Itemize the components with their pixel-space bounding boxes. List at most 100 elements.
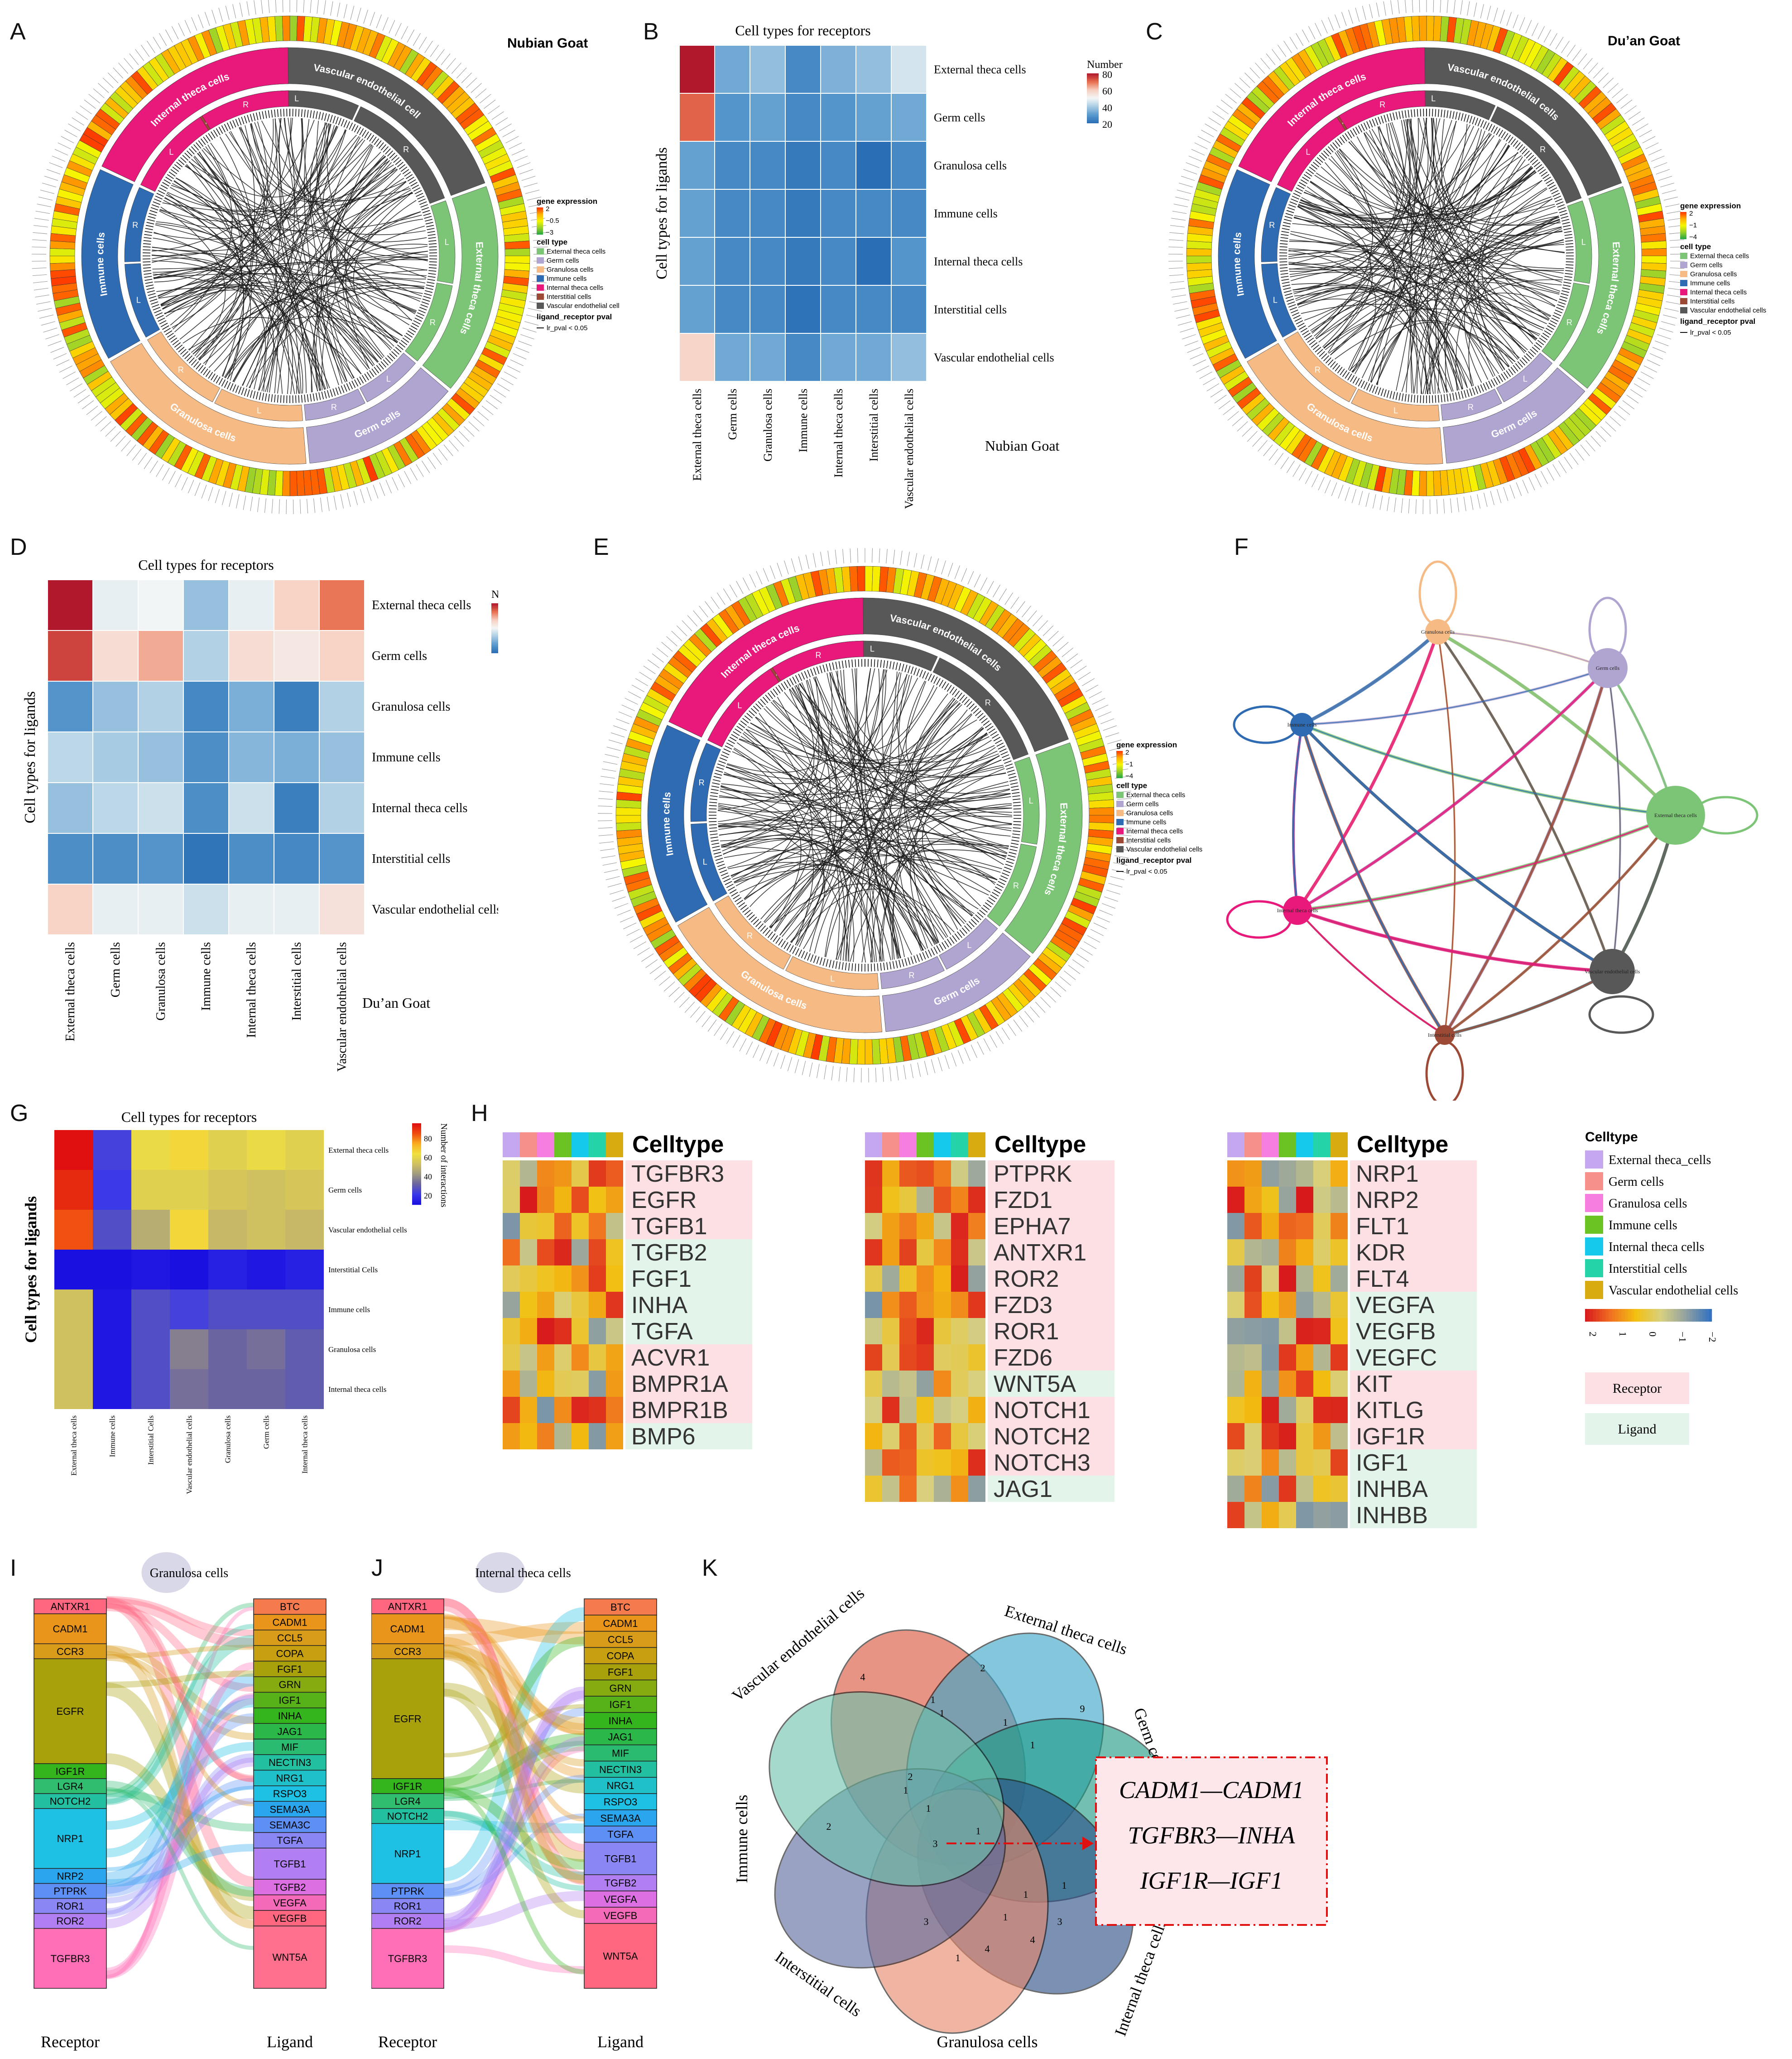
expression-cell xyxy=(1313,1449,1331,1476)
gene-label-tick xyxy=(1541,471,1548,484)
link-tick xyxy=(1490,379,1495,387)
link-tick xyxy=(713,852,721,855)
link-tick xyxy=(271,394,273,402)
heatmap-legend-bar xyxy=(491,646,498,647)
heatmap-row-label: Granulosa cells xyxy=(328,1345,376,1354)
sankey-flow xyxy=(443,1650,585,1862)
link-tick xyxy=(149,213,157,216)
link-tick xyxy=(988,728,995,734)
gene-label-tick xyxy=(1321,20,1328,34)
link-tick xyxy=(1557,204,1565,208)
link-tick xyxy=(1550,320,1557,325)
receptor-node xyxy=(34,1868,107,1884)
heatmap-legend-bar xyxy=(491,630,498,631)
heatmap-cell xyxy=(785,237,821,286)
cell-type-band xyxy=(1238,47,1425,182)
highlight-pair: CADM1—CADM1 xyxy=(1119,1776,1304,1804)
legend-cell-type-label: Interstitial cells xyxy=(1126,837,1171,844)
gene-label-tick xyxy=(1092,698,1105,705)
heatmap-legend-bar xyxy=(491,608,498,610)
sankey-flow xyxy=(443,1644,585,1730)
heatmap-row-label: Internal theca cells xyxy=(934,255,1023,268)
ligand-receptor-link xyxy=(840,678,918,961)
gene-label-tick xyxy=(1348,10,1353,24)
link-tick xyxy=(1366,383,1370,391)
gene-label-tick xyxy=(61,136,74,144)
link-tick xyxy=(712,849,721,852)
heatmap-legend-bar xyxy=(491,624,498,625)
link-tick xyxy=(1006,861,1014,864)
heatmap-row-label: Vascular endothelial cells xyxy=(328,1226,407,1234)
legend-gene-expr-bar xyxy=(1116,766,1123,767)
scale-bar xyxy=(1639,1309,1641,1322)
heatmap-cell xyxy=(855,189,892,238)
link-tick xyxy=(1358,379,1363,387)
gene-label-tick xyxy=(1467,1,1470,16)
expression-cell xyxy=(282,15,290,41)
link-tick xyxy=(1564,279,1572,281)
link-tick xyxy=(205,370,211,377)
heatmap-cell xyxy=(183,681,229,732)
receptor-band-label: R xyxy=(1269,221,1275,230)
gene-label-tick xyxy=(625,698,638,705)
gene-label-tick xyxy=(477,411,489,421)
link-tick xyxy=(1280,270,1288,272)
interaction-edge xyxy=(1437,631,1456,1035)
link-tick xyxy=(721,754,728,758)
heatmap-cell xyxy=(93,1210,131,1250)
gene-label-tick xyxy=(317,0,319,14)
link-tick xyxy=(149,296,157,299)
ligand-receptor-link xyxy=(1294,216,1436,394)
gene-role-bg xyxy=(1350,1318,1477,1344)
expression-cell xyxy=(899,1318,917,1344)
gene-label-tick xyxy=(222,491,226,505)
link-tick xyxy=(188,148,195,155)
gene-label-tick xyxy=(1258,440,1268,452)
heatmap-legend-bar xyxy=(412,1135,421,1137)
link-tick xyxy=(1501,373,1506,380)
link-tick xyxy=(218,378,223,385)
link-tick xyxy=(1547,182,1554,187)
link-tick xyxy=(877,963,879,971)
link-tick xyxy=(712,782,720,785)
heatmap-cell xyxy=(138,630,184,682)
sankey-flow xyxy=(443,1615,585,1735)
expression-cell xyxy=(951,1318,968,1344)
expression-cell xyxy=(1331,1502,1348,1528)
link-tick xyxy=(1283,287,1291,290)
scale-bar xyxy=(1682,1309,1684,1322)
expression-cell xyxy=(1279,1239,1296,1265)
receptor-band xyxy=(1261,187,1291,262)
gene-label-tick xyxy=(1227,411,1239,421)
gene-label-tick xyxy=(1117,834,1132,836)
scale-bar xyxy=(1641,1309,1643,1322)
sankey-title: Internal theca cells xyxy=(475,1566,571,1580)
link-tick xyxy=(1552,192,1560,197)
gene-role-bg xyxy=(988,1292,1115,1318)
gene-label: JAG1 xyxy=(994,1476,1052,1502)
link-tick xyxy=(374,366,380,374)
heatmap-legend-bar xyxy=(412,1190,421,1192)
expression-cell xyxy=(1227,1397,1244,1423)
expression-cell xyxy=(951,1397,968,1423)
receptor-band-label: R xyxy=(430,318,436,327)
link-tick xyxy=(740,904,747,910)
gene-label-tick xyxy=(102,77,114,88)
link-tick xyxy=(1561,293,1569,296)
gene-label-tick xyxy=(1268,448,1278,461)
gene-label-tick xyxy=(1667,218,1682,221)
ligand-receptor-link xyxy=(241,123,327,386)
ligand-node xyxy=(253,1847,327,1880)
heatmap-cell xyxy=(319,630,365,682)
network-node-label: Germ cells xyxy=(1596,665,1620,671)
gene-label-tick xyxy=(1642,136,1656,144)
link-tick xyxy=(1561,219,1569,222)
ligand-receptor-link xyxy=(722,833,937,944)
gene-label-tick xyxy=(353,491,358,505)
heatmap-cell xyxy=(785,189,821,238)
gene-label-tick xyxy=(770,565,776,579)
expression-cell xyxy=(917,1292,934,1318)
link-tick xyxy=(200,366,206,374)
ligand-label: GRN xyxy=(610,1683,632,1694)
